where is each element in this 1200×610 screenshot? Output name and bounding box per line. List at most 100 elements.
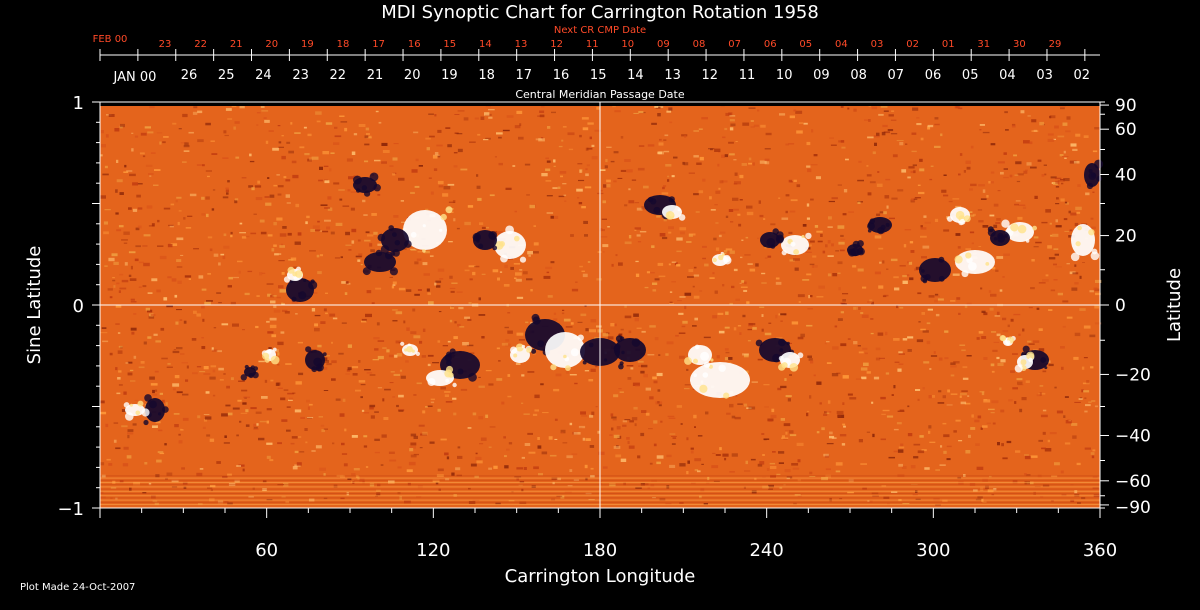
texture-speck — [822, 250, 826, 254]
texture-speck — [398, 410, 404, 412]
texture-speck — [842, 375, 849, 379]
texture-speck — [381, 142, 388, 146]
texture-speck — [803, 122, 808, 125]
texture-speck — [1060, 107, 1065, 110]
texture-speck — [245, 235, 250, 238]
texture-speck — [266, 442, 273, 445]
region-fragment — [500, 254, 508, 263]
texture-speck — [913, 456, 919, 459]
texture-speck — [649, 396, 654, 400]
texture-speck — [831, 373, 839, 377]
texture-speck — [269, 317, 277, 321]
texture-speck — [974, 419, 980, 423]
texture-speck — [1073, 356, 1079, 360]
texture-speck — [1017, 384, 1024, 386]
texture-speck — [837, 414, 842, 418]
texture-speck — [331, 378, 336, 381]
texture-speck — [1032, 340, 1040, 343]
texture-speck — [202, 164, 205, 167]
texture-speck — [764, 257, 768, 259]
texture-speck — [796, 130, 803, 134]
texture-speck — [118, 384, 123, 386]
texture-speck — [791, 463, 799, 466]
texture-speck — [1060, 346, 1065, 349]
texture-speck — [824, 411, 832, 413]
texture-speck — [560, 429, 566, 434]
texture-speck — [821, 427, 825, 431]
texture-speck — [702, 257, 706, 260]
texture-speck — [663, 139, 667, 141]
texture-speck — [477, 197, 482, 201]
texture-speck — [1090, 217, 1094, 220]
texture-speck — [430, 191, 434, 195]
texture-speck — [1054, 386, 1057, 389]
texture-speck — [1050, 289, 1056, 292]
texture-speck — [1074, 401, 1081, 403]
texture-speck — [538, 138, 545, 142]
texture-speck — [452, 200, 456, 203]
texture-speck — [291, 300, 299, 304]
texture-speck — [872, 433, 875, 438]
texture-speck — [788, 143, 795, 145]
region-fragment — [427, 378, 436, 386]
texture-speck — [744, 254, 751, 256]
texture-speck — [161, 399, 165, 403]
texture-speck — [770, 223, 776, 226]
texture-speck — [115, 189, 118, 193]
texture-speck — [721, 154, 725, 158]
texture-speck — [747, 263, 753, 265]
texture-speck — [806, 273, 812, 276]
right-axis-label: Latitude — [1164, 268, 1185, 342]
texture-speck — [222, 476, 228, 479]
texture-speck — [604, 165, 608, 169]
region-fragment — [723, 392, 730, 399]
texture-speck — [142, 285, 147, 288]
texture-speck — [965, 160, 971, 164]
texture-speck — [789, 259, 795, 262]
texture-speck — [539, 114, 545, 118]
texture-speck — [874, 142, 877, 146]
texture-speck — [378, 121, 382, 124]
region-fragment — [267, 349, 272, 354]
texture-speck — [267, 293, 272, 297]
texture-speck — [547, 295, 553, 298]
region-fragment — [291, 296, 297, 302]
texture-speck — [806, 324, 813, 327]
texture-speck — [899, 409, 905, 412]
texture-speck — [539, 110, 545, 113]
texture-speck — [270, 379, 274, 382]
texture-speck — [366, 290, 372, 294]
texture-speck — [1057, 179, 1065, 182]
texture-speck — [981, 310, 986, 313]
texture-speck — [635, 487, 642, 489]
region-fragment — [712, 257, 717, 263]
texture-speck — [176, 266, 183, 268]
texture-speck — [521, 488, 524, 492]
texture-speck — [937, 298, 944, 301]
texture-speck — [248, 496, 254, 498]
region-fragment — [404, 240, 412, 248]
texture-speck — [437, 129, 442, 133]
texture-speck — [924, 467, 930, 470]
texture-speck — [243, 396, 251, 399]
texture-speck — [149, 376, 155, 380]
region-fragment — [550, 364, 557, 371]
texture-speck — [746, 407, 752, 409]
texture-speck — [950, 365, 957, 368]
texture-speck — [124, 262, 128, 266]
texture-speck — [207, 175, 210, 178]
texture-speck — [891, 491, 898, 493]
texture-speck — [583, 220, 588, 224]
texture-speck — [1061, 366, 1064, 370]
texture-speck — [783, 423, 791, 427]
texture-speck — [138, 286, 142, 288]
texture-speck — [304, 428, 308, 431]
texture-speck — [780, 385, 787, 389]
texture-speck — [988, 290, 992, 293]
texture-speck — [352, 373, 358, 376]
texture-speck — [837, 225, 845, 229]
positive-polarity-region — [955, 250, 995, 274]
region-fragment — [1005, 340, 1011, 345]
texture-speck — [444, 394, 449, 397]
texture-speck — [842, 402, 845, 405]
